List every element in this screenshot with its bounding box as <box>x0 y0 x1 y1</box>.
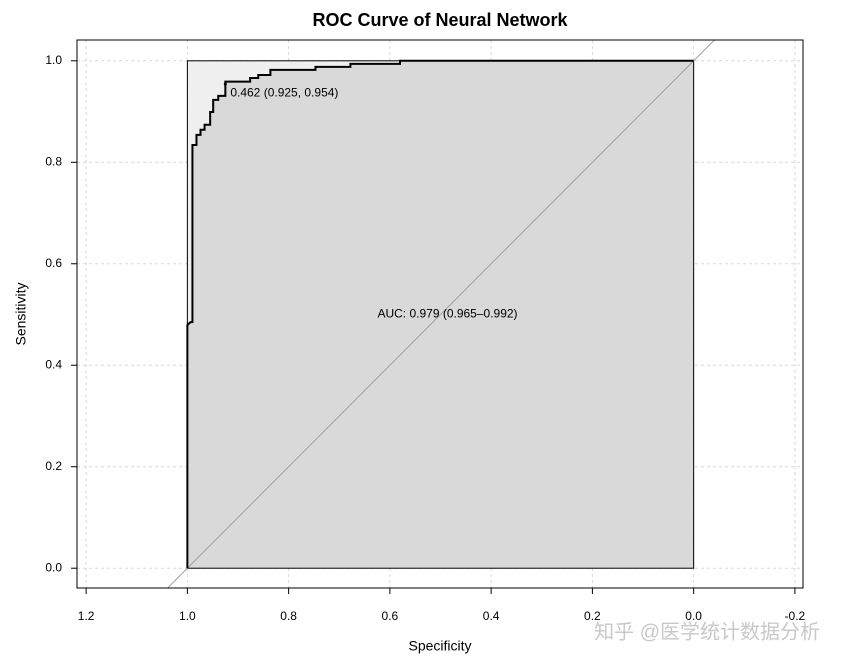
chart-title: ROC Curve of Neural Network <box>312 10 568 30</box>
x-tick-label: 0.8 <box>280 609 297 623</box>
y-axis-label: Sensitivity <box>13 282 29 345</box>
x-tick-label: 0.6 <box>382 609 399 623</box>
y-tick-label: 0.2 <box>45 459 62 473</box>
x-tick-label: 0.4 <box>483 609 500 623</box>
x-axis-label: Specificity <box>408 638 471 654</box>
x-tick-label: -0.2 <box>785 609 806 623</box>
threshold-label: 0.462 (0.925, 0.954) <box>230 85 338 99</box>
x-tick-label: 1.0 <box>179 609 196 623</box>
auc-label: AUC: 0.979 (0.965–0.992) <box>377 307 517 321</box>
y-tick-label: 1.0 <box>45 53 62 67</box>
x-tick-label: 0.2 <box>584 609 601 623</box>
y-tick-label: 0.6 <box>45 256 62 270</box>
threshold-point <box>223 82 227 86</box>
roc-curve <box>186 59 694 569</box>
x-tick-label: 1.2 <box>78 609 95 623</box>
watermark: 知乎 @医学统计数据分析 <box>594 620 820 643</box>
clip-group <box>166 40 716 588</box>
reference-line <box>166 40 716 588</box>
y-tick-label: 0.4 <box>45 357 62 371</box>
plot-frame <box>76 39 804 589</box>
x-tick-label: 0.0 <box>685 609 702 623</box>
y-tick-label: 0.8 <box>45 154 62 168</box>
y-tick-label: 0.0 <box>45 560 62 574</box>
